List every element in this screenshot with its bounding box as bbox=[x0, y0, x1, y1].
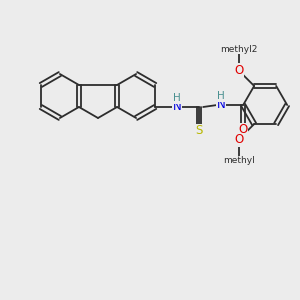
Text: methyl: methyl bbox=[223, 156, 254, 165]
Text: N: N bbox=[173, 100, 182, 113]
Text: H: H bbox=[217, 91, 225, 101]
Text: N: N bbox=[217, 98, 226, 112]
Text: methyl2: methyl2 bbox=[220, 45, 257, 54]
Text: O: O bbox=[234, 133, 243, 146]
Text: H: H bbox=[173, 93, 181, 103]
Text: O: O bbox=[238, 123, 248, 136]
Text: S: S bbox=[196, 124, 203, 137]
Text: O: O bbox=[234, 64, 243, 77]
